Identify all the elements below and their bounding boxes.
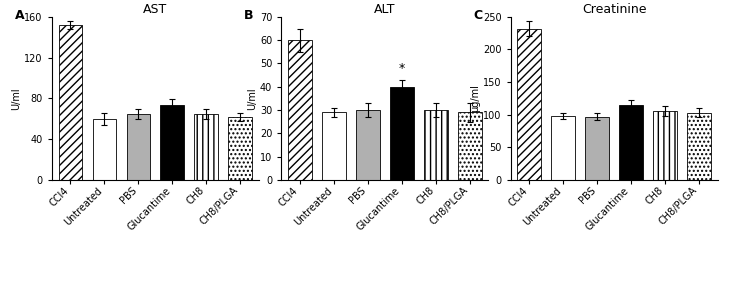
Text: A: A xyxy=(15,9,24,22)
Text: C: C xyxy=(474,9,482,22)
Bar xyxy=(424,110,448,180)
Bar xyxy=(92,119,116,180)
Text: B: B xyxy=(244,9,253,22)
Y-axis label: U/ml: U/ml xyxy=(247,87,257,110)
Bar xyxy=(58,25,82,180)
Bar xyxy=(195,114,218,180)
Bar xyxy=(127,114,150,180)
Text: *: * xyxy=(399,62,405,75)
Bar xyxy=(161,105,184,180)
Bar xyxy=(653,111,677,180)
Bar xyxy=(356,110,380,180)
Bar xyxy=(517,29,541,180)
Bar xyxy=(458,112,482,180)
Bar xyxy=(619,105,643,180)
Bar xyxy=(390,87,414,180)
Title: Creatinine: Creatinine xyxy=(582,3,647,16)
Title: AST: AST xyxy=(144,3,167,16)
Bar xyxy=(322,112,346,180)
Bar xyxy=(551,116,575,180)
Bar xyxy=(288,40,312,180)
Bar xyxy=(585,117,609,180)
Bar xyxy=(229,117,252,180)
Y-axis label: U/ml: U/ml xyxy=(12,87,21,110)
Y-axis label: μg/ml: μg/ml xyxy=(470,84,480,112)
Title: ALT: ALT xyxy=(374,3,396,16)
Bar xyxy=(687,113,711,180)
